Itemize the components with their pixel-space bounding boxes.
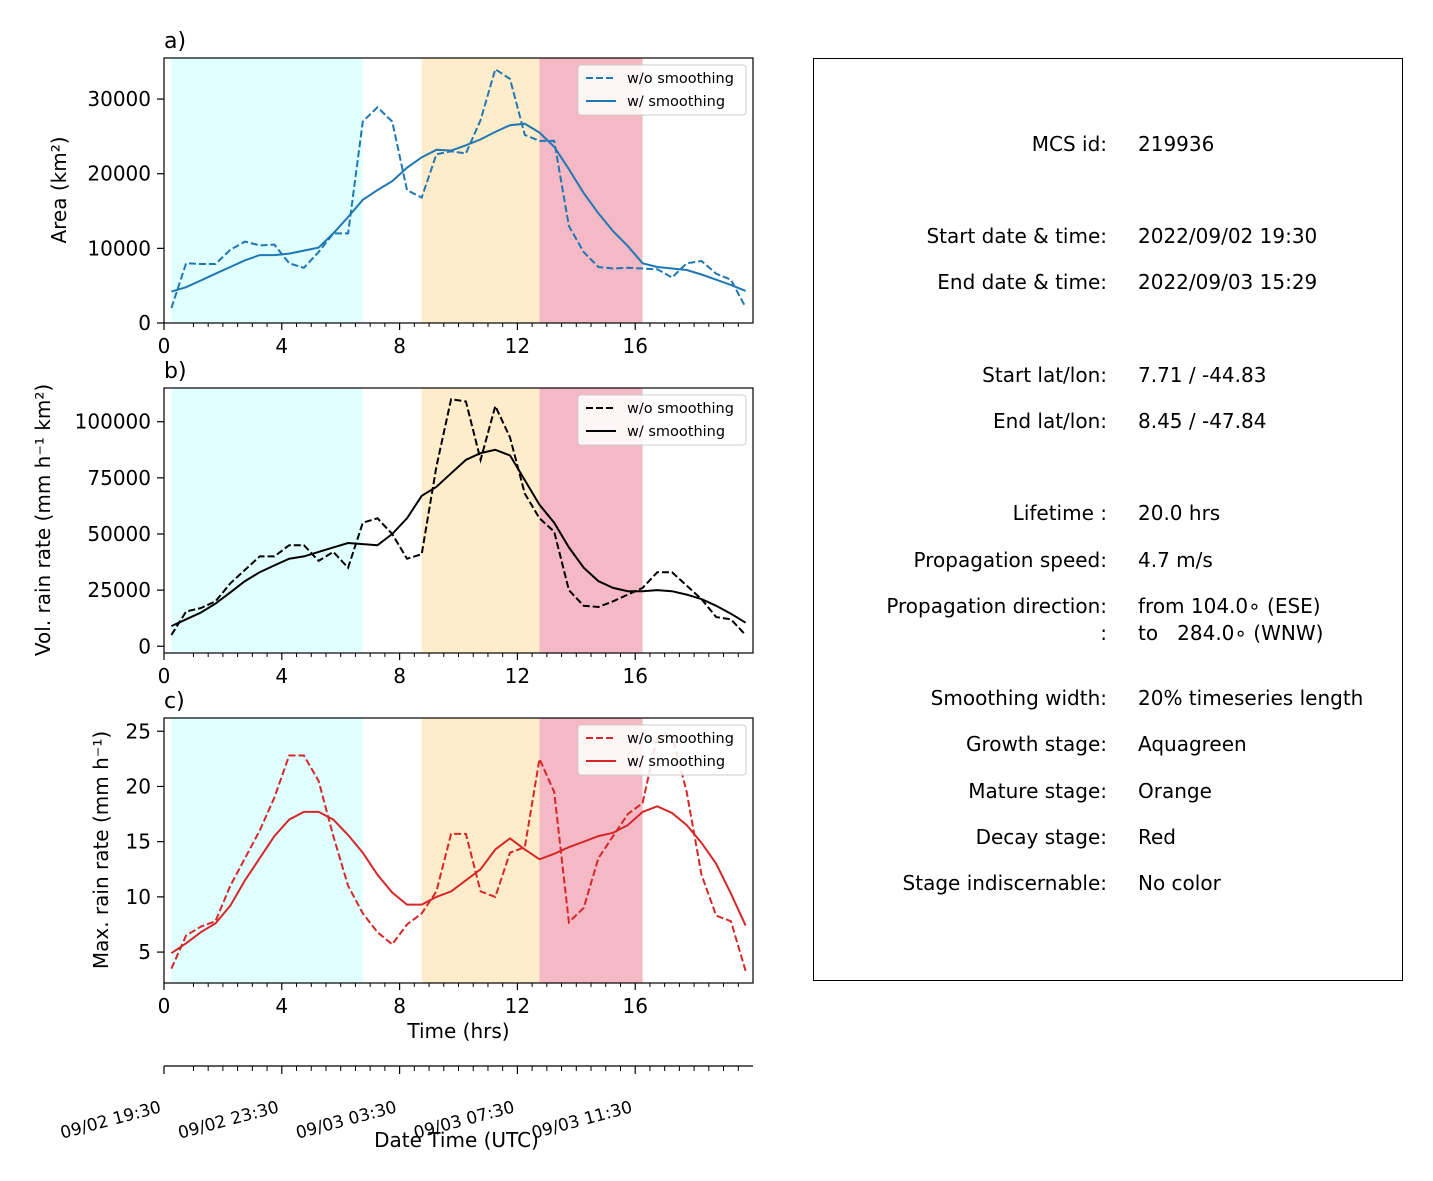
y-tick-label: 20 [126,774,151,798]
growth-stage-span [171,58,363,323]
date-tick-label: 09/02 19:30 [58,1098,163,1144]
y-tick-label: 30000 [87,87,151,111]
info-label: Propagation speed: [913,548,1107,572]
x-tick-label: 0 [158,334,171,358]
date-time-axis: 09/02 19:30 09/02 23:30 09/03 03:30 09/03 0… [58,1065,753,1152]
info-label: Smoothing width: [930,686,1107,710]
x-tick-label: 12 [505,334,530,358]
info-value: 7.71 / -44.83 [1138,363,1267,387]
x-tick-label: 16 [622,994,647,1018]
x-tick-label: 12 [505,994,530,1018]
info-value: 20.0 hrs [1138,501,1221,525]
y-tick-label: 100000 [75,410,151,434]
x-tick-label: 0 [158,994,171,1018]
info-value: to 284.0∘ (WNW) [1138,621,1324,645]
info-label: Mature stage: [968,779,1107,803]
y-tick-label: 50000 [87,522,151,546]
x-tick-label: 8 [393,664,406,688]
info-label: End date & time: [937,270,1107,294]
x-tick-label: 8 [393,994,406,1018]
legend-label: w/o smoothing [627,71,734,87]
x-tick-label: 16 [622,334,647,358]
x-tick-label: 4 [275,334,288,358]
y-tick-label: 0 [138,634,151,658]
info-value: Aquagreen [1138,732,1247,756]
info-value: 20% timeseries length [1138,686,1364,710]
info-value: No color [1138,871,1221,895]
x-tick-label: 12 [505,664,530,688]
legend-box [577,394,747,446]
info-label: Stage indiscernable: [902,871,1107,895]
smoothed-series-line [170,805,747,955]
x-tick-label: 4 [275,994,288,1018]
y-tick-label: 10000 [87,236,151,260]
x-tick-label: 8 [393,334,406,358]
info-value: 8.45 / -47.84 [1138,409,1267,433]
y-tick-label: 75000 [87,466,151,490]
y-tick-label: 0 [138,311,151,335]
date-tick-label: 09/02 23:30 [176,1098,281,1144]
x-axis-label: Time (hrs) [406,1019,509,1043]
x-tick-label: 16 [622,664,647,688]
info-value: 219936 [1138,132,1215,156]
info-label: : [1100,621,1107,645]
info-value: Orange [1138,779,1212,803]
legend-label: w/ smoothing [627,754,725,770]
legend: w/o smoothing w/ smoothing [577,64,747,116]
panel-label: b) [164,359,187,384]
legend-label: w/ smoothing [627,94,725,110]
y-tick-label: 5 [138,940,151,964]
legend: w/o smoothing w/ smoothing [577,724,747,776]
mature-stage-span [421,388,540,653]
info-value: 2022/09/02 19:30 [1138,224,1318,248]
smoothed-series-line [171,122,746,293]
x-tick-label: 0 [158,664,171,688]
y-axis-label: Area (km²) [47,136,71,243]
legend-label: w/o smoothing [627,731,734,747]
y-tick-label: 20000 [87,162,151,186]
info-label: Start date & time: [926,224,1107,248]
smoothed-series-line [170,448,747,628]
info-label: Growth stage: [965,732,1107,756]
y-tick-label: 25 [126,719,151,743]
growth-stage-span [171,718,363,983]
info-label: Propagation direction: [886,594,1107,618]
y-tick-label: 25000 [87,578,151,602]
y-axis-label: Max. rain rate (mm h⁻¹) [89,731,113,969]
mature-stage-span [421,718,540,983]
panel-b: 0 4 8 12 16 0 25000 50000 75000 100000 Vol. rain r… [31,359,754,688]
legend-box [577,724,747,776]
info-label: Decay stage: [975,825,1107,849]
unsmoothed-series-line [170,67,747,309]
info-value: 2022/09/03 15:29 [1138,270,1318,294]
panel-label: c) [164,689,185,714]
panel-label: a) [164,29,186,54]
legend-box [577,64,747,116]
info-label: MCS id: [1031,132,1107,156]
date-tick-label: 09/03 11:30 [529,1098,634,1144]
info-label: Start lat/lon: [982,363,1107,387]
y-tick-label: 10 [126,885,151,909]
mature-stage-span [421,58,540,323]
unsmoothed-series-line [170,398,747,636]
info-value: Red [1138,825,1176,849]
y-axis-label: Vol. rain rate (mm h⁻¹ km²) [31,384,55,656]
legend-label: w/ smoothing [627,424,725,440]
info-label: End lat/lon: [993,409,1107,433]
legend-label: w/o smoothing [627,401,734,417]
mcs-info-panel: MCS id: 219936 Start date & time: 2022/0… [813,58,1403,981]
panel-a: 0 4 8 12 16 0 10000 20000 30000 Area (km²) a) w/o s… [47,29,754,358]
date-axis-title: Date Time (UTC) [374,1128,539,1152]
info-value: from 104.0∘ (ESE) [1138,594,1321,618]
panel-c: 0 4 8 12 16 5 10 15 20 25 Max. rain rate (mm h⁻¹) c… [89,689,754,1043]
y-tick-label: 15 [126,830,151,854]
growth-stage-span [171,388,363,653]
info-value: 4.7 m/s [1138,548,1213,572]
x-tick-label: 4 [275,664,288,688]
info-label: Lifetime : [1012,501,1107,525]
legend: w/o smoothing w/ smoothing [577,394,747,446]
